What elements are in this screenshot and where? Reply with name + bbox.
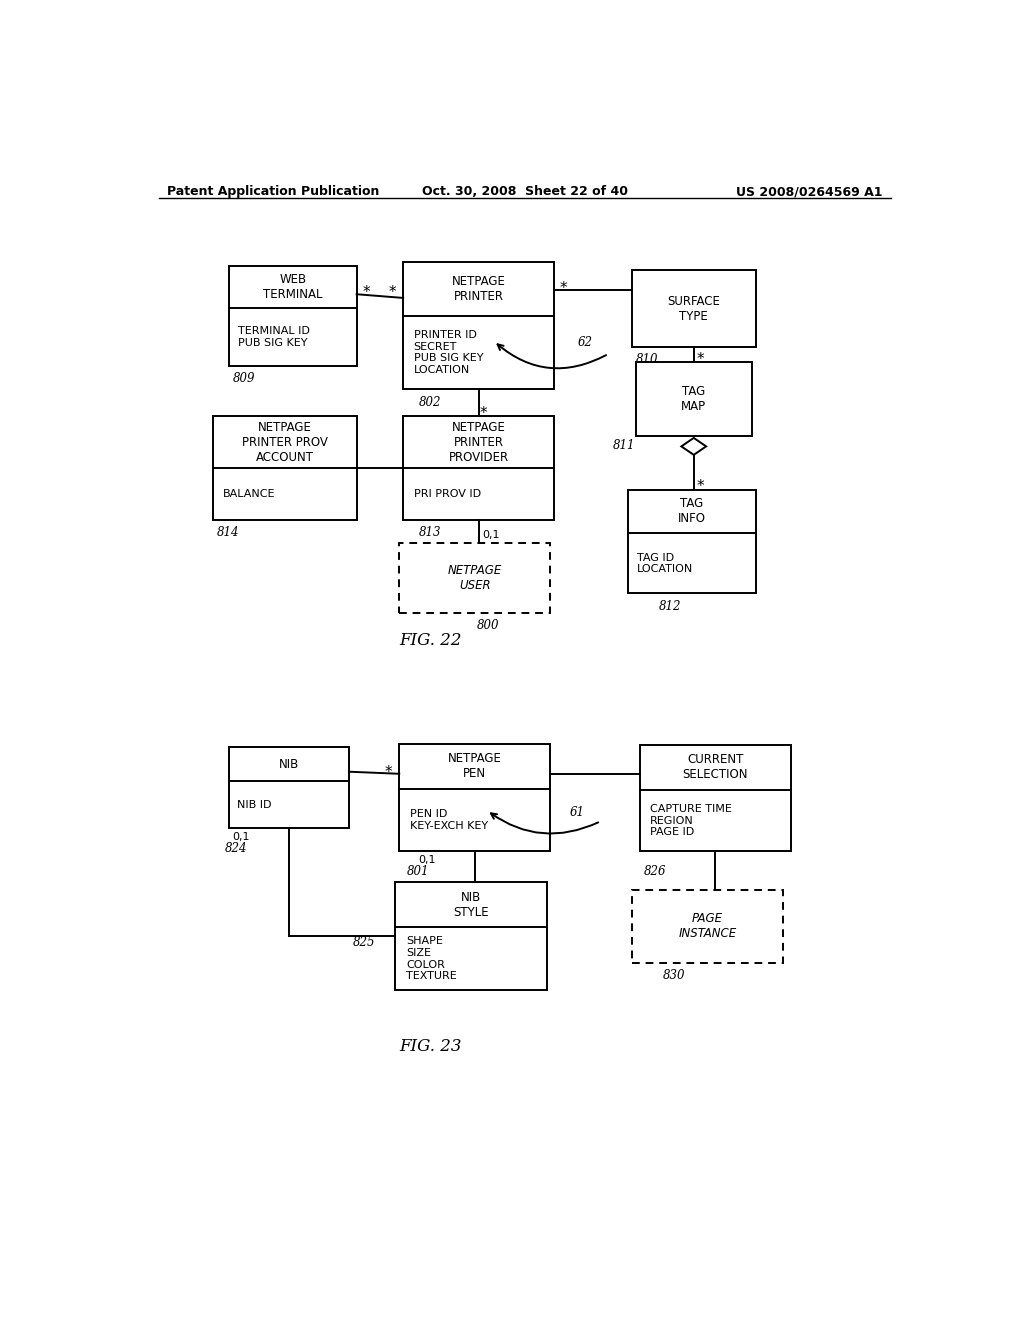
Text: PRI PROV ID: PRI PROV ID (414, 490, 481, 499)
Bar (632, 271, 756, 347)
Text: 0,1: 0,1 (232, 832, 250, 842)
Bar (640, 744, 791, 851)
Text: 809: 809 (232, 372, 255, 385)
Bar (403, 416, 554, 520)
Text: *: * (696, 479, 703, 494)
Text: Patent Application Publication: Patent Application Publication (167, 185, 379, 198)
Text: SURFACE
TYPE: SURFACE TYPE (668, 294, 720, 322)
Text: WEB
TERMINAL: WEB TERMINAL (263, 273, 323, 301)
Text: *: * (560, 281, 567, 296)
Text: PAGE
INSTANCE: PAGE INSTANCE (678, 912, 736, 940)
Bar (628, 490, 756, 594)
Bar (399, 743, 550, 851)
Text: Oct. 30, 2008  Sheet 22 of 40: Oct. 30, 2008 Sheet 22 of 40 (422, 185, 628, 198)
Bar (399, 544, 550, 612)
Text: *: * (362, 285, 370, 300)
Text: *: * (479, 405, 487, 421)
Text: FIG. 22: FIG. 22 (399, 632, 462, 649)
Text: PRINTER ID
SECRET
PUB SIG KEY
LOCATION: PRINTER ID SECRET PUB SIG KEY LOCATION (414, 330, 483, 375)
Text: 800: 800 (477, 619, 500, 632)
Text: TAG
MAP: TAG MAP (681, 385, 707, 413)
Bar (403, 263, 554, 389)
Text: 802: 802 (419, 396, 441, 409)
Text: NETPAGE
PEN: NETPAGE PEN (447, 752, 502, 780)
Text: NIB: NIB (279, 758, 299, 771)
Text: SHAPE
SIZE
COLOR
TEXTURE: SHAPE SIZE COLOR TEXTURE (406, 936, 457, 981)
Text: PEN ID
KEY-EXCH KEY: PEN ID KEY-EXCH KEY (410, 809, 488, 830)
Text: BALANCE: BALANCE (223, 490, 275, 499)
Text: TAG
INFO: TAG INFO (678, 498, 706, 525)
Bar (213, 416, 356, 520)
Text: 811: 811 (612, 440, 635, 453)
Text: 830: 830 (663, 969, 685, 982)
Text: 62: 62 (578, 337, 593, 348)
Text: *: * (388, 285, 396, 300)
Text: 0,1: 0,1 (482, 529, 500, 540)
Text: NETPAGE
PRINTER: NETPAGE PRINTER (452, 275, 506, 304)
Text: 0,1: 0,1 (419, 855, 436, 865)
Text: 826: 826 (643, 866, 666, 878)
Text: FIG. 23: FIG. 23 (399, 1038, 462, 1055)
Text: NETPAGE
PRINTER
PROVIDER: NETPAGE PRINTER PROVIDER (449, 421, 509, 463)
Text: 801: 801 (407, 866, 429, 878)
Text: NETPAGE
USER: NETPAGE USER (447, 564, 502, 593)
Bar (395, 882, 547, 990)
Bar (636, 363, 752, 436)
Text: CAPTURE TIME
REGION
PAGE ID: CAPTURE TIME REGION PAGE ID (650, 804, 732, 837)
Text: NIB
STYLE: NIB STYLE (454, 891, 488, 919)
Text: 813: 813 (419, 527, 441, 540)
Text: NIB ID: NIB ID (238, 800, 271, 810)
Text: TERMINAL ID
PUB SIG KEY: TERMINAL ID PUB SIG KEY (238, 326, 309, 348)
Text: US 2008/0264569 A1: US 2008/0264569 A1 (736, 185, 883, 198)
Text: *: * (696, 352, 703, 367)
Text: CURRENT
SELECTION: CURRENT SELECTION (682, 754, 748, 781)
Text: 810: 810 (636, 354, 658, 366)
Text: *: * (385, 764, 392, 780)
Text: 812: 812 (658, 599, 681, 612)
Text: TAG ID
LOCATION: TAG ID LOCATION (637, 553, 693, 574)
Bar (632, 890, 783, 964)
Text: NETPAGE
PRINTER PROV
ACCOUNT: NETPAGE PRINTER PROV ACCOUNT (242, 421, 328, 463)
Bar (228, 267, 356, 367)
Text: 824: 824 (225, 842, 248, 855)
Text: 825: 825 (352, 936, 375, 949)
Bar (228, 747, 349, 829)
Text: 814: 814 (217, 527, 240, 540)
Text: 61: 61 (569, 807, 585, 820)
